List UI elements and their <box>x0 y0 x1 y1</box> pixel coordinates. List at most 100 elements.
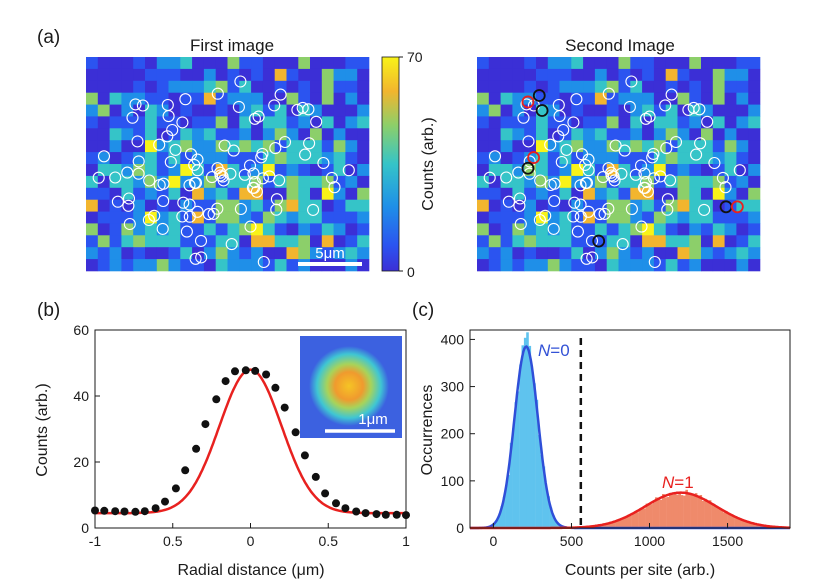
heatmap-pixel <box>180 152 193 165</box>
heatmap-pixel <box>109 199 122 212</box>
atom-site-circle <box>567 116 580 129</box>
heatmap-pixel <box>677 259 690 272</box>
lost-atom-circle <box>521 95 535 109</box>
colorbar-tick-label-70: 70 <box>407 49 423 65</box>
heatmap-pixel <box>109 247 122 260</box>
heatmap-pixel <box>500 116 513 129</box>
heatmap-pixel <box>712 187 725 200</box>
heatmap-pixel <box>583 68 596 82</box>
atom-site-circle <box>574 179 587 192</box>
heatmap-pixel <box>524 57 537 70</box>
atom-site-circle <box>664 174 677 187</box>
heatmap-pixel <box>677 152 690 165</box>
heatmap-pixel <box>333 104 346 117</box>
heatmap-pixel <box>500 140 513 153</box>
heatmap-pixel <box>345 116 358 129</box>
heatmap-pixel <box>524 211 537 224</box>
heatmap-pixel <box>180 199 193 212</box>
heatmap-pixel <box>571 247 584 260</box>
heatmap-pixel <box>121 128 134 141</box>
heatmap-pixel <box>524 199 537 212</box>
heatmap-pixel <box>215 128 228 141</box>
y-tick-label: 400 <box>441 331 465 347</box>
atom-site-circle <box>156 222 169 235</box>
data-point <box>311 472 320 481</box>
heatmap-pixel <box>653 57 666 70</box>
heatmap-pixel <box>286 68 299 82</box>
heatmap-pixel <box>227 259 240 272</box>
heatmap-pixel <box>583 235 596 248</box>
heatmap-pixel <box>86 199 99 212</box>
atom-site-circle <box>483 171 496 184</box>
atom-site-circle <box>246 181 259 194</box>
heatmap-pixel <box>712 57 725 70</box>
heatmap-pixel <box>630 247 643 260</box>
heatmap-pixel <box>333 116 346 129</box>
atom-site-circle <box>514 217 527 231</box>
heatmap-pixel <box>357 68 370 82</box>
colorbar <box>381 56 400 272</box>
heatmap-pixel <box>121 152 134 165</box>
heatmap-pixel <box>653 152 666 165</box>
heatmap-pixel <box>536 92 549 105</box>
heatmap-pixel <box>630 140 643 153</box>
histogram-bar <box>530 369 534 528</box>
heatmap-pixel <box>286 80 299 93</box>
heatmap-pixel <box>168 140 181 153</box>
plot-frame <box>469 329 791 529</box>
atom-site-circle <box>669 135 683 149</box>
heatmap-pixel <box>512 211 525 224</box>
heatmap-pixel <box>321 164 334 177</box>
heatmap-pixel <box>701 247 714 260</box>
data-point <box>262 370 271 379</box>
heatmap-pixel <box>168 211 181 224</box>
heatmap-pixel <box>86 140 99 153</box>
heatmap-pixel <box>239 116 252 129</box>
histogram-bar <box>636 512 639 528</box>
heatmap-pixel <box>333 152 346 165</box>
histogram-bar <box>495 519 499 528</box>
heatmap-pixel <box>583 128 596 141</box>
heatmap-pixel <box>642 80 655 93</box>
heatmap-pixel <box>642 92 655 105</box>
heatmap-pixel <box>500 57 513 70</box>
heatmap-pixel <box>712 223 725 236</box>
heatmap-pixel <box>274 223 287 236</box>
histogram-bar <box>753 524 756 528</box>
heatmap-pixel <box>642 247 655 260</box>
heatmap-pixel <box>665 187 678 200</box>
heatmap-pixel <box>630 128 643 141</box>
heatmap-pixel <box>345 223 358 236</box>
atom-site-circle <box>634 159 648 172</box>
histogram-bar <box>533 383 536 528</box>
heatmap-pixel <box>583 164 596 177</box>
heatmap-pixel <box>724 92 737 105</box>
heatmap-pixel <box>618 128 631 141</box>
heatmap-pixel <box>251 92 264 105</box>
heatmap-pixel <box>583 57 596 70</box>
heatmap-pixel <box>736 175 749 189</box>
heatmap-pixel <box>298 92 311 105</box>
heatmap-pixel <box>594 187 607 200</box>
histogram-bar <box>685 489 688 528</box>
heatmap-pixel <box>488 140 501 153</box>
heatmap-pixel <box>500 235 513 248</box>
heatmap-pixel <box>559 57 572 70</box>
x-tick-label: 0 <box>247 533 255 549</box>
heatmap-pixel <box>653 92 666 105</box>
heatmap-pixel <box>677 235 690 248</box>
heatmap-pixel <box>274 68 287 82</box>
scalebar-5um-label: 5μm <box>315 245 344 262</box>
heatmap-pixel <box>357 116 370 129</box>
atom-site-circle <box>580 176 594 189</box>
histogram-bar <box>535 399 539 528</box>
heatmap-pixel <box>121 68 134 82</box>
heatmap-pixel <box>109 57 122 70</box>
heatmap-pixel <box>583 187 596 200</box>
heatmap-pixel <box>97 247 110 260</box>
atom-site-circle <box>243 159 257 172</box>
heatmap-pixel <box>133 92 146 105</box>
histogram-bar <box>650 504 653 528</box>
atom-site-circle <box>250 185 263 198</box>
heatmap-pixel <box>262 128 275 141</box>
